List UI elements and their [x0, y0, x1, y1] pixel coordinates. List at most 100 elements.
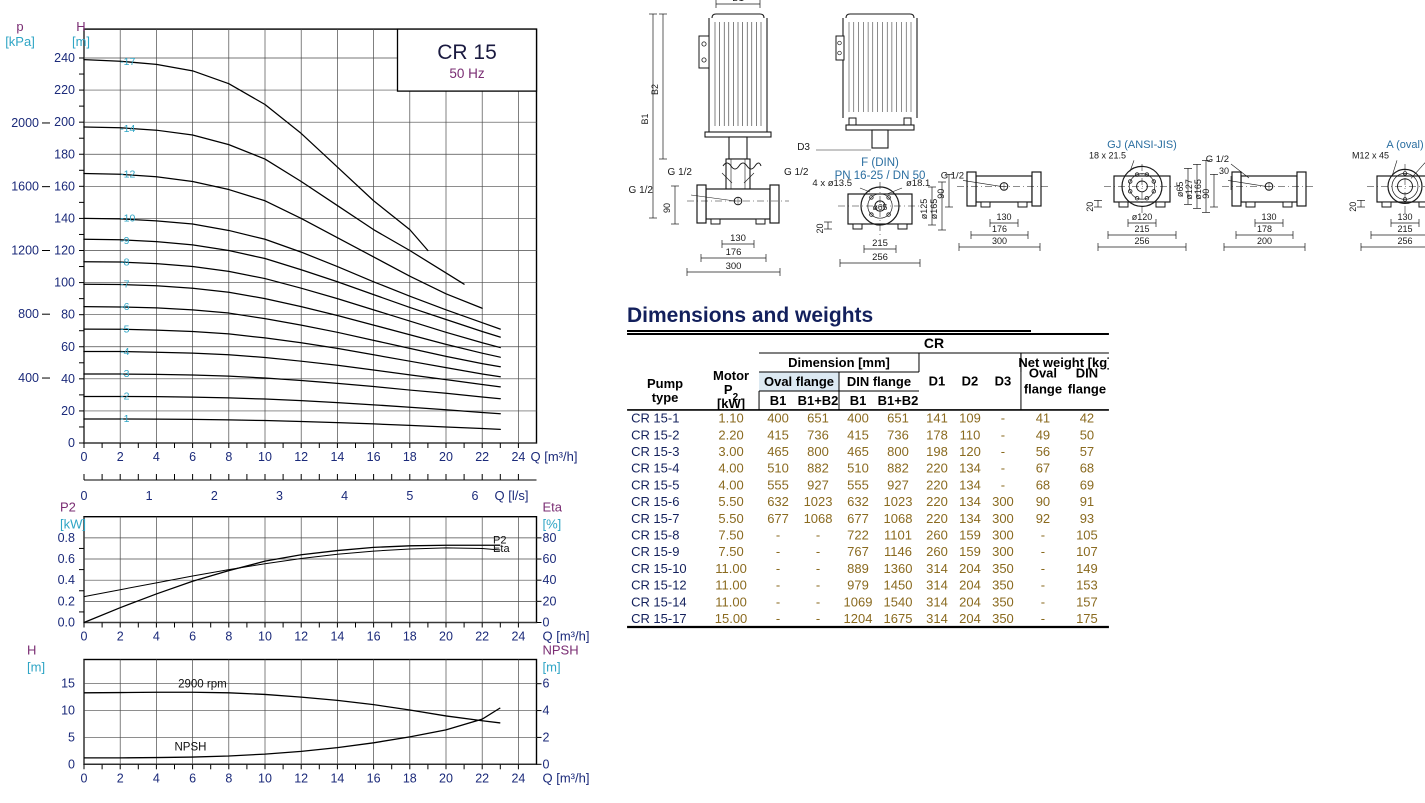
svg-text:68: 68: [1080, 461, 1094, 476]
svg-text:153: 153: [1076, 578, 1098, 593]
svg-text:14: 14: [330, 450, 344, 464]
svg-text:159: 159: [959, 544, 981, 559]
svg-text:CR 15-2: CR 15-2: [631, 427, 679, 442]
svg-text:510: 510: [767, 461, 789, 476]
svg-text:CR 15-8: CR 15-8: [631, 528, 679, 543]
svg-text:927: 927: [807, 477, 829, 492]
svg-text:D3: D3: [797, 142, 810, 153]
svg-text:256: 256: [1397, 236, 1412, 246]
svg-text:1540: 1540: [884, 594, 913, 609]
svg-text:40: 40: [543, 573, 557, 587]
svg-text:927: 927: [887, 477, 909, 492]
svg-text:12: 12: [294, 450, 308, 464]
svg-text:0: 0: [543, 757, 550, 771]
svg-text:D2: D2: [962, 373, 979, 388]
svg-text:90: 90: [1036, 494, 1050, 509]
svg-text:632: 632: [767, 494, 789, 509]
svg-text:CR 15-17: CR 15-17: [631, 611, 687, 626]
svg-text:882: 882: [887, 461, 909, 476]
svg-text:18: 18: [403, 771, 417, 785]
svg-text:CR 15-1: CR 15-1: [631, 411, 679, 426]
svg-text:220: 220: [926, 494, 948, 509]
svg-text:-2: -2: [120, 391, 129, 403]
svg-text:314: 314: [926, 561, 948, 576]
svg-text:Oval flange: Oval flange: [764, 374, 834, 389]
svg-text:979: 979: [847, 578, 869, 593]
svg-text:178: 178: [1257, 224, 1272, 234]
svg-text:22: 22: [475, 450, 489, 464]
svg-text:800: 800: [807, 444, 829, 459]
svg-text:ø18.1: ø18.1: [906, 178, 930, 189]
svg-text:175: 175: [1076, 611, 1098, 626]
svg-text:4: 4: [153, 630, 160, 644]
svg-text:Eta: Eta: [543, 500, 563, 515]
svg-text:11.00: 11.00: [715, 594, 747, 609]
svg-text:1068: 1068: [804, 511, 833, 526]
svg-text:flange: flange: [1024, 381, 1062, 396]
svg-text:1450: 1450: [884, 578, 913, 593]
svg-text:11.00: 11.00: [715, 578, 747, 593]
svg-text:-: -: [776, 544, 780, 559]
svg-text:400: 400: [18, 371, 39, 385]
svg-text:4: 4: [153, 771, 160, 785]
svg-text:B1+B2: B1+B2: [798, 393, 839, 408]
svg-text:flange: flange: [1068, 381, 1106, 396]
svg-text:G 1/2: G 1/2: [668, 167, 693, 178]
svg-text:415: 415: [767, 427, 789, 442]
svg-text:800: 800: [887, 444, 909, 459]
svg-text:15.00: 15.00: [715, 611, 748, 626]
svg-text:-: -: [816, 594, 820, 609]
svg-text:300: 300: [992, 544, 1014, 559]
svg-text:-: -: [1001, 411, 1005, 426]
svg-text:6: 6: [189, 630, 196, 644]
svg-text:G 1/2: G 1/2: [941, 170, 964, 181]
svg-text:24: 24: [511, 630, 525, 644]
svg-text:300: 300: [992, 494, 1014, 509]
svg-text:300: 300: [726, 261, 742, 272]
svg-text:7.50: 7.50: [718, 528, 743, 543]
svg-text:22: 22: [475, 771, 489, 785]
svg-text:Q [m³/h]: Q [m³/h]: [543, 770, 590, 785]
svg-text:DIN: DIN: [1076, 365, 1098, 380]
svg-text:141: 141: [926, 411, 948, 426]
svg-text:22: 22: [475, 630, 489, 644]
svg-text:10: 10: [258, 771, 272, 785]
svg-text:H: H: [27, 643, 36, 658]
svg-text:2.20: 2.20: [718, 427, 743, 442]
svg-text:632: 632: [847, 494, 869, 509]
svg-text:-5: -5: [120, 323, 129, 335]
svg-text:12: 12: [294, 630, 308, 644]
svg-text:93: 93: [1080, 511, 1094, 526]
svg-text:0: 0: [543, 616, 550, 630]
svg-text:4.00: 4.00: [718, 477, 743, 492]
svg-text:651: 651: [887, 411, 909, 426]
svg-text:G 1/2: G 1/2: [1206, 154, 1229, 165]
svg-text:-: -: [1041, 578, 1045, 593]
svg-text:130: 130: [1261, 212, 1276, 222]
svg-text:14: 14: [330, 771, 344, 785]
svg-text:314: 314: [926, 594, 948, 609]
svg-text:-: -: [1001, 461, 1005, 476]
svg-text:204: 204: [959, 561, 981, 576]
svg-text:105: 105: [1076, 528, 1098, 543]
svg-text:400: 400: [847, 411, 869, 426]
svg-text:415: 415: [847, 427, 869, 442]
svg-text:80: 80: [543, 531, 557, 545]
svg-text:-: -: [1041, 611, 1045, 626]
svg-text:A (oval): A (oval): [1386, 139, 1423, 151]
svg-text:-: -: [776, 528, 780, 543]
svg-text:-: -: [1041, 594, 1045, 609]
svg-text:DIN flange: DIN flange: [847, 374, 911, 389]
svg-text:149: 149: [1076, 561, 1098, 576]
svg-text:1: 1: [146, 489, 153, 503]
svg-text:CR: CR: [924, 335, 944, 351]
svg-text:-1: -1: [120, 413, 129, 425]
svg-text:-3: -3: [120, 368, 129, 380]
svg-text:GJ (ANSI-JIS): GJ (ANSI-JIS): [1107, 139, 1177, 151]
svg-text:0.6: 0.6: [58, 552, 75, 566]
svg-text:-: -: [776, 578, 780, 593]
svg-text:-: -: [816, 561, 820, 576]
svg-text:0: 0: [81, 771, 88, 785]
svg-text:134: 134: [959, 494, 981, 509]
svg-text:CR 15-7: CR 15-7: [631, 511, 679, 526]
